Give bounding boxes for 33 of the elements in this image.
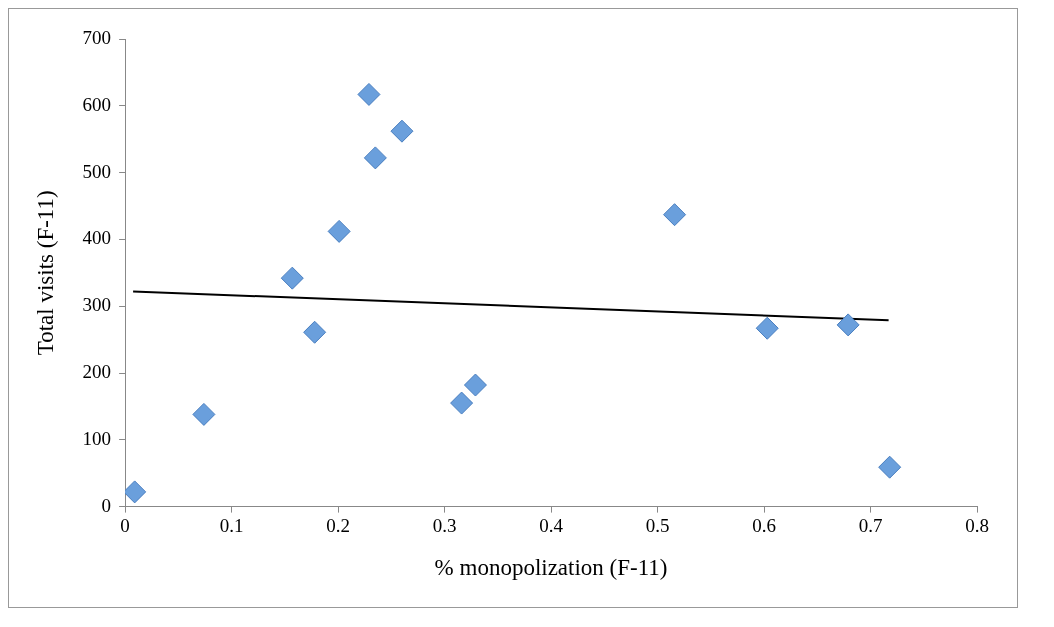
point (327, 219, 351, 243)
point (363, 146, 387, 170)
x-tick-label: 0.7 (858, 514, 883, 536)
x-tick-label: 0.2 (326, 514, 350, 536)
point (836, 313, 860, 337)
x-tick-label: 0.1 (219, 514, 244, 536)
y-tick-label: 200 (82, 360, 112, 382)
x-tick-label: 0.6 (752, 514, 776, 536)
x-tick-label: 0.4 (539, 514, 564, 536)
point (463, 373, 487, 397)
point (450, 391, 474, 415)
point (357, 82, 381, 106)
point (125, 480, 147, 504)
x-tick-label: 0.3 (432, 514, 457, 536)
y-tick-label: 400 (82, 227, 112, 249)
point (663, 203, 687, 227)
y-tick-label: 500 (82, 160, 112, 182)
point (303, 320, 327, 344)
y-tick-label: 600 (82, 93, 112, 115)
y-tick-label: 100 (82, 427, 112, 449)
point (192, 402, 216, 426)
y-axis-title: Total visits (F-11) (32, 190, 58, 356)
y-tick-label: 700 (82, 26, 112, 48)
x-tick-label: 0.5 (645, 514, 670, 536)
x-axis-title: % monopolization (F-11) (434, 555, 668, 581)
x-tick-label: 0.8 (965, 514, 989, 536)
point (390, 119, 414, 143)
point (755, 316, 779, 340)
y-tick-label: 300 (82, 294, 112, 316)
x-tick-label: 0 (120, 514, 130, 536)
point (878, 455, 902, 479)
point (280, 266, 304, 290)
y-tick-label: 0 (101, 494, 112, 516)
